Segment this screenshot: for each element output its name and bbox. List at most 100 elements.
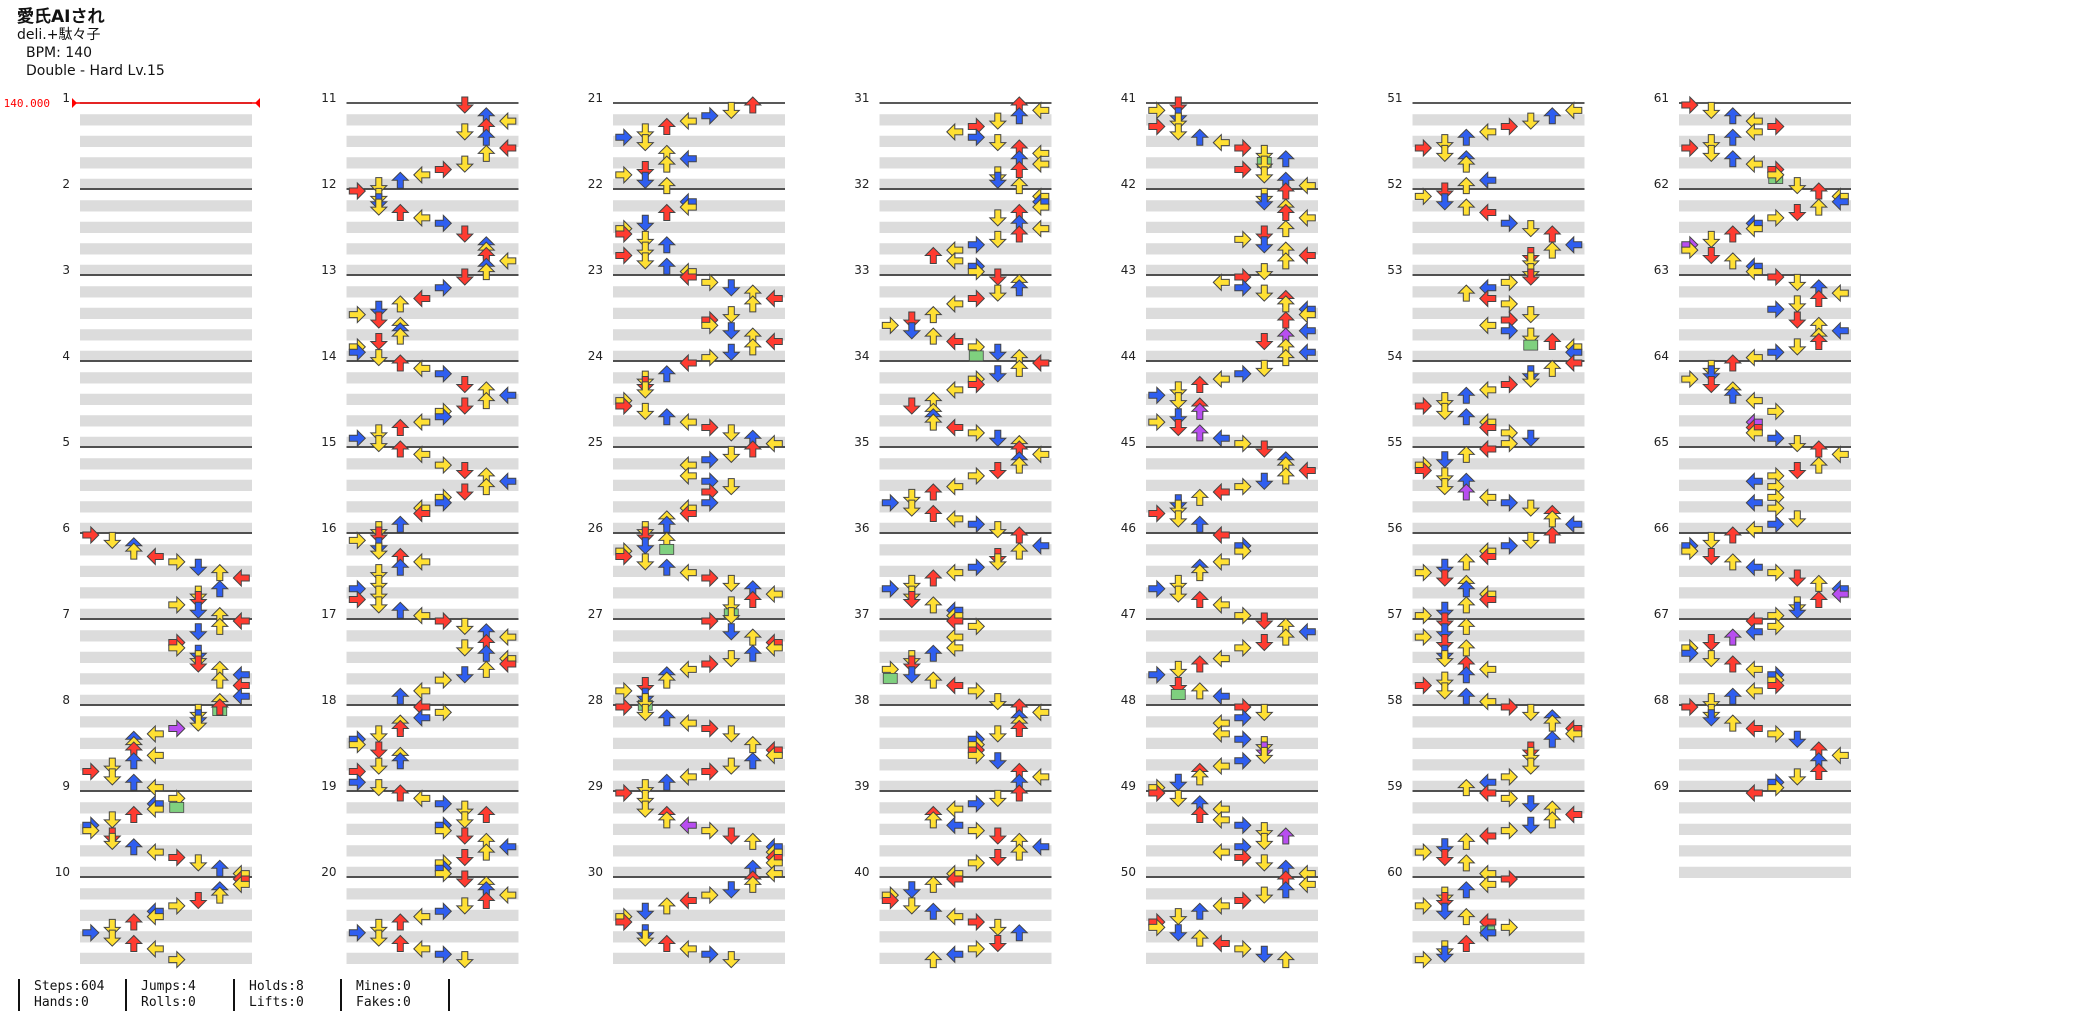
step-arrow xyxy=(369,435,389,453)
beat-stripe xyxy=(1412,372,1585,384)
beat-stripe xyxy=(1679,737,1851,749)
beat-stripe xyxy=(1679,845,1851,857)
step-arrow xyxy=(1435,144,1455,163)
beat-stripe xyxy=(1412,608,1585,620)
beat-stripe xyxy=(1146,286,1318,298)
beat-stripe xyxy=(879,522,1052,534)
beat-stripe xyxy=(1146,802,1318,814)
hold-head xyxy=(968,350,984,362)
beat-stripe xyxy=(346,157,519,169)
measure-number: 14 xyxy=(321,349,336,363)
beat-stripe xyxy=(1679,350,1851,362)
measure-number: 6 xyxy=(62,521,70,535)
measure-number: 58 xyxy=(1387,693,1402,707)
beat-stripe xyxy=(1412,200,1585,212)
step-arrow xyxy=(1298,321,1316,341)
beat-stripe xyxy=(1412,737,1585,749)
measure-number: 63 xyxy=(1654,263,1669,277)
step-arrow xyxy=(701,885,719,905)
beat-stripe xyxy=(879,393,1052,405)
beat-stripe xyxy=(80,544,252,556)
step-arrow xyxy=(1298,208,1316,228)
step-arrow xyxy=(1234,138,1252,158)
beat-stripe xyxy=(80,931,252,943)
step-arrow xyxy=(455,483,475,501)
step-arrow xyxy=(103,918,122,937)
step-arrow xyxy=(1457,854,1476,872)
step-arrow xyxy=(499,138,517,158)
beat-stripe xyxy=(879,157,1052,169)
step-arrow xyxy=(765,638,783,658)
step-arrow xyxy=(1212,525,1230,545)
beat-stripe xyxy=(346,350,519,362)
step-arrow xyxy=(1457,907,1476,926)
step-arrow xyxy=(348,735,367,754)
beat-stripe xyxy=(613,178,785,190)
beat-stripe xyxy=(1146,329,1318,341)
step-chart: 1234567891011121314151617181920212223242… xyxy=(4,91,1851,969)
step-arrow xyxy=(1565,353,1583,373)
measure-number: 18 xyxy=(321,693,336,707)
step-arrow xyxy=(636,230,655,249)
beat-stripe xyxy=(1412,307,1585,319)
step-arrow xyxy=(1500,869,1519,889)
step-arrow xyxy=(1745,472,1763,491)
beat-stripe xyxy=(879,630,1052,642)
measure-number: 1 xyxy=(62,91,70,105)
step-arrow xyxy=(1745,154,1763,174)
beat-stripe xyxy=(879,415,1052,427)
beat-stripe xyxy=(1412,243,1585,255)
step-arrow xyxy=(636,789,655,808)
step-arrow xyxy=(103,832,122,851)
step-arrow xyxy=(1148,579,1166,599)
measure-number: 66 xyxy=(1654,521,1669,535)
step-arrow xyxy=(413,708,431,728)
measure-number: 7 xyxy=(62,607,70,621)
step-arrow xyxy=(455,96,475,114)
beat-stripe xyxy=(1412,888,1585,900)
step-arrow xyxy=(881,579,900,599)
step-arrow xyxy=(1831,321,1849,341)
beat-stripe xyxy=(80,114,252,126)
step-arrow xyxy=(168,950,186,969)
step-arrow xyxy=(103,768,122,786)
step-arrow xyxy=(1788,601,1807,620)
step-arrow xyxy=(967,466,986,486)
step-arrow xyxy=(477,391,496,410)
beat-stripe xyxy=(1412,157,1585,169)
measure-number: 26 xyxy=(588,521,603,535)
beat-stripe xyxy=(613,135,785,147)
step-arrow xyxy=(1255,359,1274,378)
beat-stripe xyxy=(80,802,252,814)
step-arrow xyxy=(679,660,697,679)
step-arrow xyxy=(1435,634,1455,652)
beat-stripe xyxy=(1146,759,1318,771)
step-arrow xyxy=(455,639,475,657)
step-arrow xyxy=(679,816,697,835)
step-arrow xyxy=(657,408,677,426)
step-arrow xyxy=(679,353,697,373)
beat-stripe xyxy=(879,479,1052,491)
step-arrow xyxy=(1788,204,1807,222)
step-arrow xyxy=(1681,369,1699,389)
step-arrow xyxy=(722,607,741,625)
step-arrow xyxy=(946,945,964,964)
beat-stripe xyxy=(1146,673,1318,685)
beat-stripe xyxy=(80,780,252,792)
beat-stripe xyxy=(879,458,1052,470)
measure-number: 30 xyxy=(588,865,603,879)
step-arrow xyxy=(924,413,943,431)
step-arrow xyxy=(434,493,453,513)
step-arrow xyxy=(1702,376,1721,394)
step-arrow xyxy=(722,279,741,297)
step-arrow xyxy=(1010,176,1029,195)
beat-stripe xyxy=(1412,522,1585,534)
beat-stripe xyxy=(80,243,252,255)
step-arrow xyxy=(1032,197,1050,217)
step-arrow xyxy=(1723,628,1743,646)
step-arrow xyxy=(1500,767,1519,787)
step-arrow xyxy=(1276,881,1296,899)
step-arrow xyxy=(1212,369,1230,389)
step-arrow xyxy=(434,703,453,722)
steps-count: Steps:604 xyxy=(34,979,105,994)
